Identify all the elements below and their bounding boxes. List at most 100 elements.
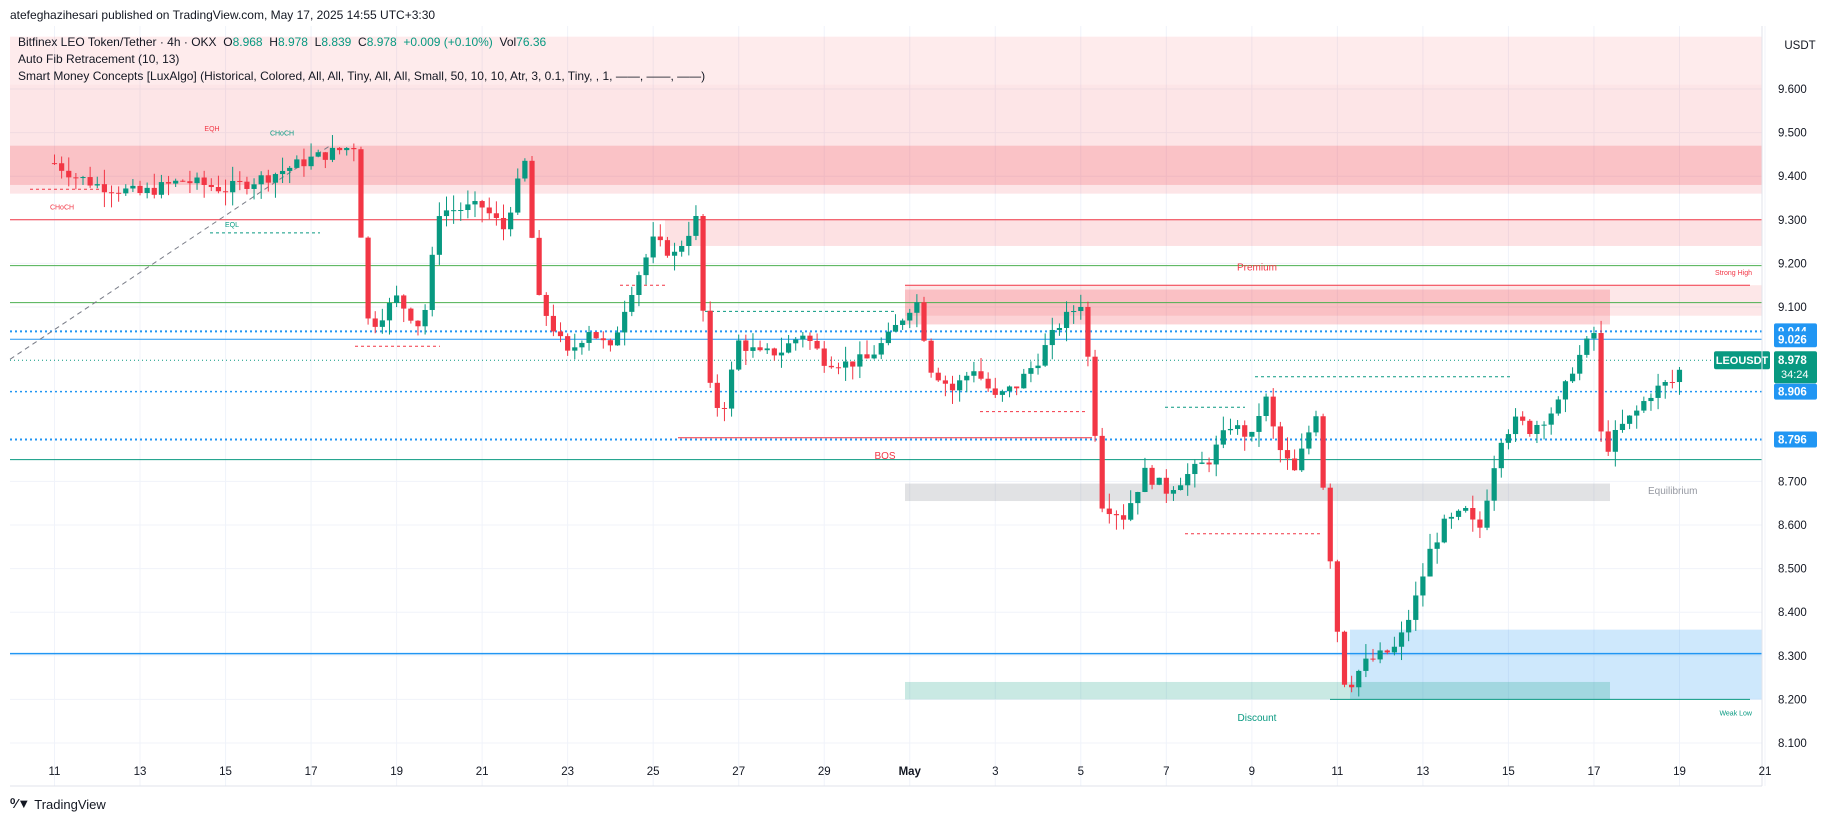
candle[interactable] [1006,385,1013,398]
candle[interactable] [144,182,150,199]
candle[interactable] [80,175,86,185]
candle[interactable] [1085,301,1091,367]
candle[interactable] [614,326,621,346]
candle[interactable] [1270,388,1276,439]
candle[interactable] [1520,411,1526,426]
candle[interactable] [1092,349,1098,442]
candle[interactable] [707,301,713,388]
candle[interactable] [1213,435,1219,477]
candle[interactable] [351,143,357,162]
candle[interactable] [108,185,115,208]
candle[interactable] [914,294,920,328]
candle[interactable] [1177,477,1184,491]
candle[interactable] [1384,649,1390,655]
candle[interactable] [750,333,756,358]
candle[interactable] [1377,642,1383,664]
candle[interactable] [900,318,906,330]
candle[interactable] [479,199,485,223]
candle[interactable] [522,158,528,182]
candle[interactable] [743,334,749,366]
candle[interactable] [1014,386,1020,396]
candle[interactable] [1577,345,1583,381]
candle[interactable] [265,169,271,192]
candle[interactable] [458,202,464,221]
candle[interactable] [714,374,720,417]
candle[interactable] [1555,396,1561,416]
candle[interactable] [928,338,934,378]
candle[interactable] [1028,361,1034,383]
candle[interactable] [700,213,706,322]
candle[interactable] [508,206,514,237]
candle[interactable] [771,347,777,361]
candle[interactable] [957,374,963,402]
candle[interactable] [1227,418,1234,435]
candle[interactable] [785,335,792,354]
candle[interactable] [1056,323,1063,336]
candle[interactable] [1327,483,1333,569]
candle[interactable] [821,341,827,373]
candle[interactable] [1042,333,1048,367]
candle[interactable] [1491,455,1497,511]
candle[interactable] [1192,459,1198,488]
candle[interactable] [593,331,599,340]
candle[interactable] [94,176,100,189]
candle[interactable] [1648,393,1654,411]
candle[interactable] [215,175,222,194]
candle[interactable] [871,345,877,360]
candle[interactable] [807,332,813,350]
candle[interactable] [1498,439,1504,478]
candle[interactable] [244,176,250,195]
candle[interactable] [329,135,336,163]
candle[interactable] [1662,379,1668,399]
candle[interactable] [728,361,735,417]
candle[interactable] [1242,420,1248,451]
candle[interactable] [850,361,856,380]
symbol-title[interactable]: Bitfinex LEO Token/Tether · 4h · OKX [18,35,217,49]
candle[interactable] [1584,335,1590,358]
candle[interactable] [1021,368,1027,389]
candle[interactable] [1113,510,1120,530]
candle[interactable] [258,171,264,199]
candle[interactable] [536,229,542,296]
candle[interactable] [664,236,671,258]
candle[interactable] [1612,420,1618,467]
candle[interactable] [1634,405,1640,429]
candle[interactable] [529,156,535,239]
candle[interactable] [921,296,927,342]
candle[interactable] [1313,410,1319,437]
candle[interactable] [992,377,998,398]
candle[interactable] [1249,431,1255,442]
candle[interactable] [679,240,685,257]
candle[interactable] [671,242,678,271]
candle[interactable] [165,175,172,196]
candle[interactable] [73,173,79,190]
candle[interactable] [151,173,157,199]
candle[interactable] [515,168,521,215]
candle[interactable] [878,337,884,360]
indicator-smc[interactable]: Smart Money Concepts [LuxAlgo] (Historic… [18,69,706,83]
candle[interactable] [1135,491,1141,515]
candle[interactable] [472,191,478,218]
candle[interactable] [1548,407,1554,435]
candle[interactable] [187,170,193,194]
candle[interactable] [237,171,243,191]
candle[interactable] [1484,489,1490,531]
candle[interactable] [287,165,293,184]
indicator-fib[interactable]: Auto Fib Retracement (10, 13) [18,52,180,66]
candle[interactable] [1299,433,1305,472]
candle[interactable] [1655,373,1661,410]
candle[interactable] [465,190,471,219]
candle[interactable] [835,362,842,375]
candle[interactable] [1669,369,1675,389]
candle[interactable] [828,356,834,369]
candle[interactable] [1569,367,1576,383]
candle[interactable] [1206,457,1212,473]
candle[interactable] [180,179,186,182]
candle[interactable] [1306,425,1312,455]
candle[interactable] [116,186,122,202]
candle[interactable] [123,184,129,196]
candle[interactable] [443,196,450,227]
candle[interactable] [629,286,635,317]
candle[interactable] [173,178,179,187]
